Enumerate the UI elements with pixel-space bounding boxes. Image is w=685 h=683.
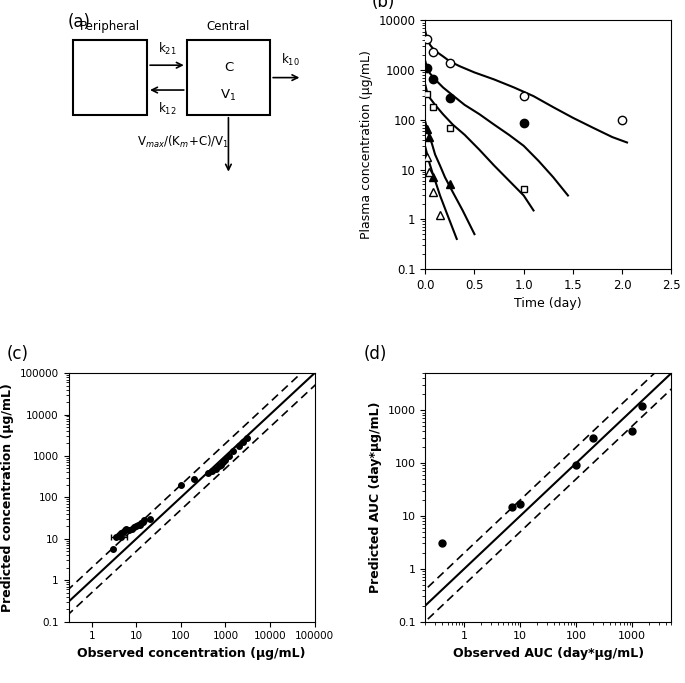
Text: V$_1$: V$_1$ bbox=[221, 87, 236, 102]
Text: (d): (d) bbox=[364, 345, 387, 363]
Text: C: C bbox=[224, 61, 233, 74]
Text: k$_{12}$: k$_{12}$ bbox=[158, 101, 176, 117]
Text: (c): (c) bbox=[7, 345, 29, 363]
Bar bbox=[186, 40, 271, 115]
Text: k$_{21}$: k$_{21}$ bbox=[158, 40, 176, 57]
Y-axis label: Predicted concentration (μg/mL): Predicted concentration (μg/mL) bbox=[1, 383, 14, 612]
Y-axis label: Plasma concentration (μg/mL): Plasma concentration (μg/mL) bbox=[360, 51, 373, 239]
Y-axis label: Predicted AUC (day*μg/mL): Predicted AUC (day*μg/mL) bbox=[369, 402, 382, 593]
Text: V$_{max}$/(K$_m$+C)/V$_1$: V$_{max}$/(K$_m$+C)/V$_1$ bbox=[138, 134, 229, 150]
X-axis label: Observed concentration (μg/mL): Observed concentration (μg/mL) bbox=[77, 647, 306, 660]
Bar bbox=[73, 40, 147, 115]
Text: (b): (b) bbox=[371, 0, 395, 10]
Text: (a): (a) bbox=[67, 13, 90, 31]
Text: Central: Central bbox=[207, 20, 250, 33]
Text: k$_{10}$: k$_{10}$ bbox=[281, 52, 299, 68]
X-axis label: Time (day): Time (day) bbox=[514, 297, 582, 310]
X-axis label: Observed AUC (day*μg/mL): Observed AUC (day*μg/mL) bbox=[453, 647, 644, 660]
Text: Peripheral: Peripheral bbox=[80, 20, 140, 33]
